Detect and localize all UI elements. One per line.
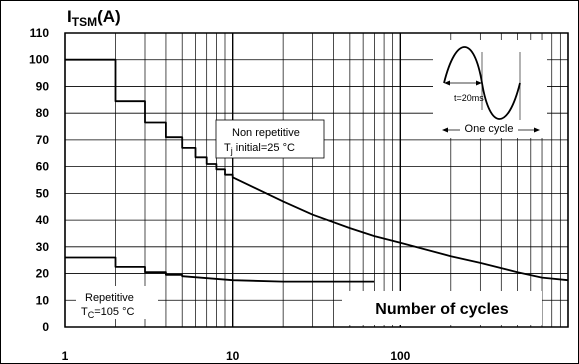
x-axis-caption: Number of cycles	[342, 291, 542, 325]
x-axis-caption-box	[342, 291, 542, 325]
series-layer	[65, 58, 569, 283]
y-tick-label: 0	[42, 320, 49, 334]
y-tick-label: 80	[36, 106, 50, 120]
y-axis-title: ITSM(A)	[67, 7, 121, 29]
label-non-repetitive: Non repetitive Tj initial=25 °C	[215, 119, 325, 159]
waveform-caption: One cycle	[465, 123, 514, 135]
x-tick-label: 100	[390, 349, 410, 363]
y-axis-title-main: I	[67, 7, 72, 26]
waveform-time-arrow-right-head	[476, 80, 482, 86]
waveform-inset: t=20ms One cycle	[433, 40, 547, 138]
y-tick-label: 20	[36, 267, 50, 281]
label-repetitive-line1: Repetitive	[85, 292, 134, 304]
y-tick-label: 70	[36, 133, 50, 147]
series-line-2	[65, 256, 375, 283]
y-tick-label: 40	[36, 213, 50, 227]
y-tick-label: 90	[36, 79, 50, 93]
y-tick-label: 30	[36, 240, 50, 254]
y-tick-label: 60	[36, 160, 50, 174]
waveform-cycle-arrow-right-head	[534, 127, 540, 133]
label-non-repetitive-line2: Tj initial=25 °C	[224, 142, 295, 156]
waveform-time-label: t=20ms	[454, 93, 484, 103]
x-axis-caption-text: Number of cycles	[375, 301, 508, 318]
x-tick-label: 10	[226, 349, 240, 363]
y-tick-label: 50	[36, 186, 50, 200]
label-non-repetitive-box	[215, 119, 325, 159]
x-tick-label: 1	[62, 349, 69, 363]
series-line-1	[65, 58, 569, 282]
y-tick-label: 10	[36, 293, 50, 307]
y-axis-title-unit: (A)	[97, 7, 121, 26]
label-non-repetitive-line1: Non repetitive	[232, 127, 300, 139]
label-repetitive-box	[76, 286, 158, 319]
y-axis-title-sub: TSM	[72, 15, 97, 29]
waveform-cycle-arrow-left-head	[442, 127, 448, 133]
waveform-time-arrow-left-head	[444, 80, 450, 86]
waveform-caption-bg	[460, 121, 518, 134]
y-tick-label: 100	[29, 53, 49, 67]
label-repetitive: Repetitive TC=105 °C	[76, 286, 158, 320]
plot-border	[64, 32, 569, 328]
y-tick-label: 110	[30, 26, 50, 40]
label-repetitive-line2: TC=105 °C	[81, 306, 134, 320]
